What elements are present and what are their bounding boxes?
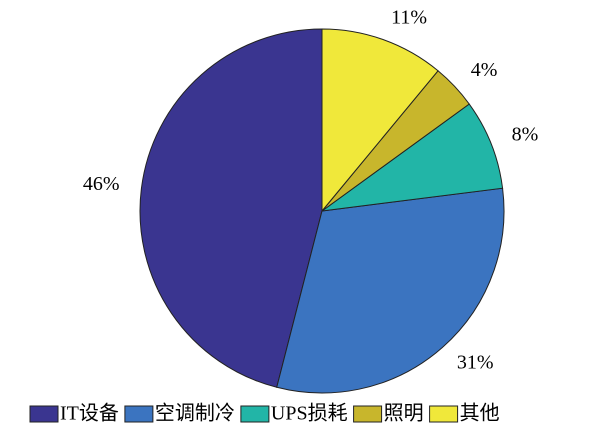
- legend-label: IT设备: [60, 402, 119, 425]
- pie-slice: [321, 103, 504, 212]
- value-label: 46%: [83, 173, 120, 195]
- legend-label: 其他: [460, 402, 500, 425]
- value-label: 8%: [512, 123, 539, 145]
- legend-swatch: [29, 405, 59, 423]
- legend-swatch: [429, 405, 459, 423]
- legend-label: UPS损耗: [271, 402, 348, 425]
- pie-slice: [139, 28, 323, 388]
- legend-swatch: [353, 405, 383, 423]
- pie-slice: [276, 187, 505, 394]
- legend-swatch: [240, 405, 270, 423]
- pie-slice: [321, 28, 439, 213]
- legend-swatch: [124, 405, 154, 423]
- value-label: 11%: [391, 7, 427, 29]
- value-label: 31%: [457, 352, 494, 374]
- legend-label: 照明: [384, 403, 424, 425]
- value-label: 4%: [471, 59, 498, 81]
- legend-label: 空调制冷: [155, 402, 235, 425]
